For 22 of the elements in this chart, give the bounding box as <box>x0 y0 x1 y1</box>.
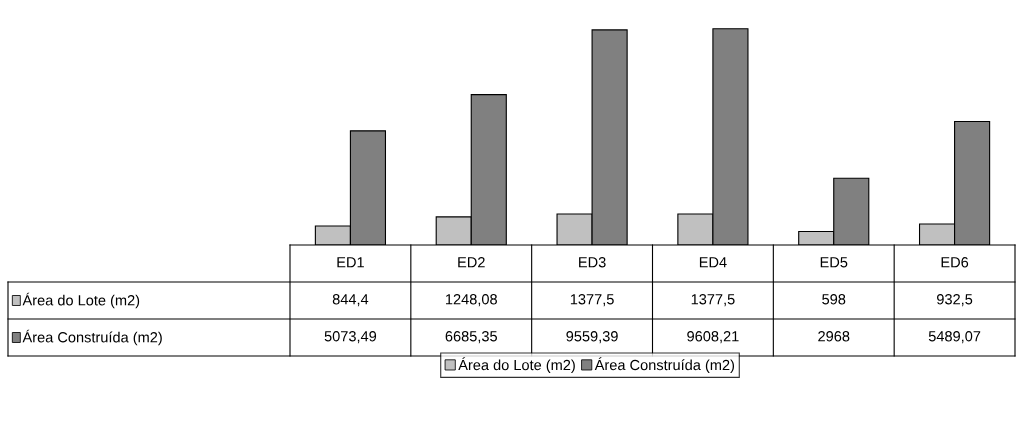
text: Área do Lote (m2) <box>22 292 140 309</box>
data-label: 9608,21 <box>687 331 739 344</box>
x-tick-label: ED6 <box>941 257 969 268</box>
data-label: 5073,49 <box>324 331 377 344</box>
text: Área Construída (m2) <box>22 329 162 346</box>
legend-label: Área Construída (m2) <box>594 357 735 374</box>
x-tick-label: ED3 <box>579 257 606 268</box>
legend-label: Área do Lote (m2) <box>458 357 575 374</box>
data-label: 844,4 <box>332 294 369 307</box>
x-tick-label: ED1 <box>337 257 364 268</box>
data-label: 6685,35 <box>445 331 497 344</box>
data-label: 1377,5 <box>691 294 735 307</box>
x-tick-label: ED4 <box>699 257 727 268</box>
data-label: 1248,08 <box>446 294 497 307</box>
x-tick-label: ED5 <box>820 257 848 268</box>
data-label: 9559,39 <box>566 331 618 344</box>
x-tick-label: ED2 <box>458 257 485 268</box>
data-label: 598 <box>822 294 846 305</box>
data-label: 1377,5 <box>570 294 614 307</box>
data-label: 2968 <box>818 331 850 342</box>
data-label: 5489,07 <box>928 331 981 344</box>
data-label: 932,5 <box>937 294 973 307</box>
